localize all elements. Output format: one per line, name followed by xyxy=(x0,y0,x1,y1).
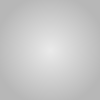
Text: 13025: 13025 xyxy=(31,25,75,38)
Bar xyxy=(12,16,78,23)
Bar xyxy=(12,53,66,61)
Text: 9493: 9493 xyxy=(23,63,58,76)
Bar xyxy=(12,78,49,85)
Bar xyxy=(12,28,76,36)
Bar xyxy=(12,65,58,73)
Text: 13498: 13498 xyxy=(34,13,77,26)
Text: 12472: 12472 xyxy=(28,38,72,51)
Bar xyxy=(12,40,73,48)
Text: 10964: 10964 xyxy=(21,50,65,63)
Text: 7569: 7569 xyxy=(13,75,48,88)
